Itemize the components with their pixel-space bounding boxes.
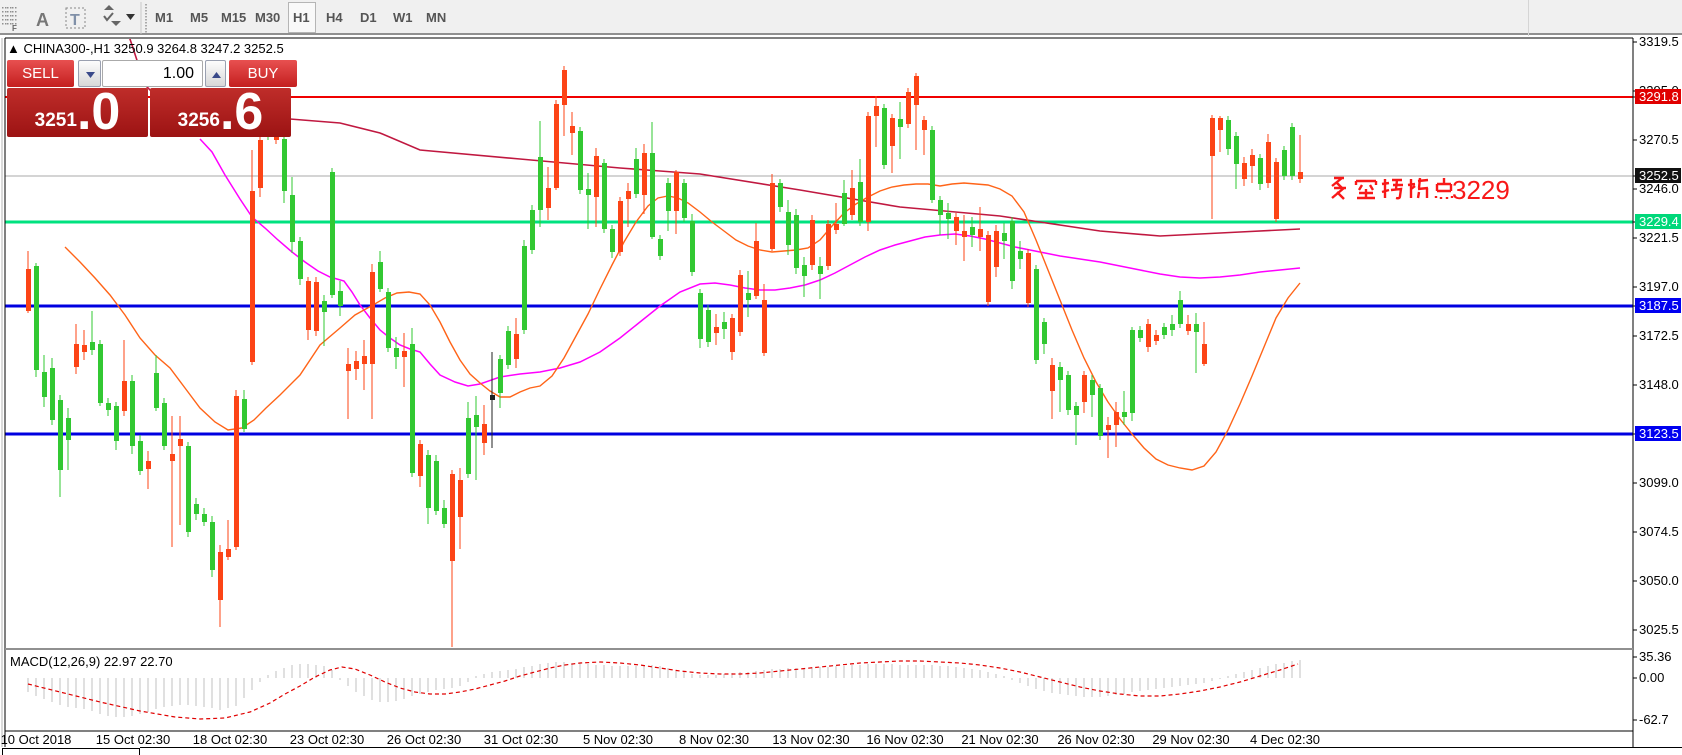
svg-text:21 Nov 02:30: 21 Nov 02:30 — [961, 732, 1038, 747]
svg-text:3187.5: 3187.5 — [1639, 298, 1679, 313]
svg-text:3291.8: 3291.8 — [1639, 89, 1679, 104]
svg-text:8 Nov 02:30: 8 Nov 02:30 — [679, 732, 749, 747]
svg-text:3148.0: 3148.0 — [1639, 377, 1679, 392]
svg-text:3123.5: 3123.5 — [1639, 426, 1679, 441]
svg-text:15 Oct 02:30: 15 Oct 02:30 — [96, 732, 170, 747]
svg-text:3270.5: 3270.5 — [1639, 132, 1679, 147]
svg-text:MACD(12,26,9) 22.97 22.70: MACD(12,26,9) 22.97 22.70 — [10, 654, 173, 669]
svg-text:3025.5: 3025.5 — [1639, 622, 1679, 637]
svg-text:3050.0: 3050.0 — [1639, 573, 1679, 588]
svg-text:5 Nov 02:30: 5 Nov 02:30 — [583, 732, 653, 747]
svg-text:10 Oct 2018: 10 Oct 2018 — [1, 732, 72, 747]
svg-text:4 Dec 02:30: 4 Dec 02:30 — [1250, 732, 1320, 747]
svg-text:3074.5: 3074.5 — [1639, 524, 1679, 539]
svg-text:3246.0: 3246.0 — [1639, 181, 1679, 196]
svg-text:3221.5: 3221.5 — [1639, 230, 1679, 245]
svg-text:3319.5: 3319.5 — [1639, 34, 1679, 49]
svg-text:▲ CHINA300-,H1 3250.9 3264.8: ▲ CHINA300-,H1 3250.9 3264.8 3247.2 3252… — [7, 41, 284, 56]
svg-text:3099.0: 3099.0 — [1639, 475, 1679, 490]
svg-text:F: F — [12, 24, 17, 33]
svg-text:16 Nov 02:30: 16 Nov 02:30 — [866, 732, 943, 747]
svg-text:23 Oct 02:30: 23 Oct 02:30 — [290, 732, 364, 747]
svg-text:T: T — [70, 12, 80, 29]
svg-text:A: A — [36, 10, 49, 30]
svg-text:26 Nov 02:30: 26 Nov 02:30 — [1057, 732, 1134, 747]
svg-text:29 Nov 02:30: 29 Nov 02:30 — [1152, 732, 1229, 747]
svg-text:3172.5: 3172.5 — [1639, 328, 1679, 343]
svg-text:13 Nov 02:30: 13 Nov 02:30 — [772, 732, 849, 747]
svg-text:3197.0: 3197.0 — [1639, 279, 1679, 294]
svg-text:18 Oct 02:30: 18 Oct 02:30 — [193, 732, 267, 747]
svg-text:3229: 3229 — [1452, 175, 1510, 205]
svg-text:35.36: 35.36 — [1639, 649, 1672, 664]
svg-text:3229.4: 3229.4 — [1639, 214, 1679, 229]
svg-text:31 Oct 02:30: 31 Oct 02:30 — [484, 732, 558, 747]
svg-text:0.00: 0.00 — [1639, 670, 1664, 685]
svg-text:3252.5: 3252.5 — [1639, 168, 1679, 183]
svg-text:-62.7: -62.7 — [1639, 712, 1669, 727]
svg-text:26 Oct 02:30: 26 Oct 02:30 — [387, 732, 461, 747]
